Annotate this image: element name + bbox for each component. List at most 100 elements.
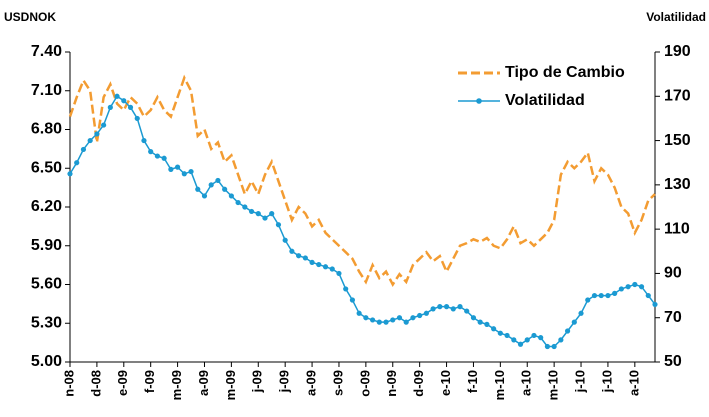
data-point bbox=[571, 319, 577, 325]
data-point bbox=[181, 171, 187, 177]
x-tick-label: f-10 bbox=[465, 370, 480, 393]
y2-tick-label: 50 bbox=[664, 353, 682, 370]
legend-label: Volatilidad bbox=[505, 92, 585, 109]
y-tick-label: 6.50 bbox=[31, 159, 62, 176]
data-point bbox=[168, 166, 174, 172]
data-point bbox=[376, 319, 382, 325]
y-tick-label: 6.20 bbox=[31, 198, 62, 215]
data-point bbox=[262, 215, 268, 221]
x-tick-label: m-09 bbox=[223, 370, 238, 400]
y2-tick-label: 150 bbox=[664, 132, 691, 149]
data-point bbox=[551, 343, 557, 350]
x-tick-label: e-09 bbox=[115, 370, 130, 396]
y-tick-label: 7.40 bbox=[31, 43, 62, 60]
data-point bbox=[464, 308, 470, 314]
data-point bbox=[437, 304, 443, 310]
data-point bbox=[564, 328, 571, 334]
data-point bbox=[275, 222, 282, 228]
data-point bbox=[121, 98, 127, 104]
data-point bbox=[585, 297, 591, 303]
data-point bbox=[443, 304, 450, 310]
data-point bbox=[222, 186, 228, 192]
data-point bbox=[148, 149, 154, 155]
data-point bbox=[302, 255, 308, 261]
data-point bbox=[201, 193, 208, 199]
y-tick-label: 7.10 bbox=[31, 82, 62, 99]
y2-tick-label: 70 bbox=[664, 309, 682, 326]
series-line bbox=[69, 95, 656, 348]
data-point bbox=[114, 93, 120, 99]
data-point bbox=[457, 304, 463, 310]
data-point bbox=[544, 343, 551, 350]
y-tick-label: 6.80 bbox=[31, 121, 62, 138]
y2-tick-label: 190 bbox=[664, 43, 691, 60]
data-point bbox=[524, 337, 530, 343]
data-point bbox=[484, 321, 490, 327]
data-point bbox=[363, 315, 369, 321]
data-point bbox=[470, 315, 477, 321]
data-point bbox=[511, 337, 517, 343]
data-point bbox=[269, 211, 275, 217]
x-tick-label: j-09 bbox=[250, 370, 265, 393]
data-point bbox=[154, 153, 161, 159]
y2-tick-label: 130 bbox=[664, 176, 691, 193]
y2-tick-label: 110 bbox=[664, 220, 690, 237]
data-point bbox=[383, 319, 389, 325]
data-point bbox=[87, 137, 93, 144]
data-point bbox=[591, 292, 598, 299]
x-tick-label: m-09 bbox=[169, 370, 184, 400]
data-point bbox=[329, 266, 335, 272]
data-point bbox=[289, 248, 295, 254]
y-tick-label: 5.30 bbox=[31, 314, 62, 331]
data-point bbox=[356, 310, 362, 316]
data-point bbox=[296, 253, 302, 259]
data-point bbox=[605, 292, 611, 299]
data-point bbox=[558, 337, 564, 343]
x-tick-label: m-10 bbox=[546, 370, 561, 400]
x-tick-label: m-10 bbox=[492, 370, 507, 400]
data-point bbox=[127, 104, 134, 110]
data-point bbox=[255, 211, 261, 217]
y-tick-label: 5.90 bbox=[31, 237, 62, 254]
data-point bbox=[625, 284, 631, 290]
data-point bbox=[316, 261, 322, 268]
y2-tick-label: 90 bbox=[664, 265, 682, 282]
data-point bbox=[235, 199, 241, 206]
data-point bbox=[208, 182, 214, 188]
y2-tick-label: 170 bbox=[664, 88, 691, 105]
data-point bbox=[497, 330, 503, 336]
data-point bbox=[67, 171, 73, 177]
data-point bbox=[322, 264, 329, 270]
y-axis-title: USDNOK bbox=[4, 10, 56, 24]
legend-marker bbox=[476, 98, 482, 104]
x-tick-label: j-09 bbox=[277, 370, 292, 393]
x-tick-label: a-09 bbox=[304, 370, 319, 396]
x-tick-label: a-10 bbox=[626, 370, 641, 396]
data-point bbox=[228, 193, 234, 199]
data-point bbox=[612, 290, 618, 296]
data-point bbox=[504, 332, 510, 339]
x-tick-label: s-09 bbox=[330, 370, 345, 396]
data-point bbox=[410, 315, 416, 321]
y-tick-label: 5.60 bbox=[31, 276, 62, 293]
x-tick-label: f-09 bbox=[142, 370, 157, 393]
data-point bbox=[417, 312, 423, 319]
data-point bbox=[423, 310, 429, 316]
data-point bbox=[242, 204, 248, 210]
data-point bbox=[652, 301, 658, 308]
data-point bbox=[248, 208, 255, 215]
data-point bbox=[638, 284, 645, 290]
x-tick-label: n-08 bbox=[61, 370, 76, 397]
data-point bbox=[390, 317, 396, 323]
legend-label: Tipo de Cambio bbox=[505, 64, 625, 81]
data-point bbox=[403, 319, 409, 325]
x-tick-label: j-10 bbox=[572, 370, 587, 393]
data-point bbox=[74, 160, 80, 166]
y2-axis-title: Volatilidad bbox=[646, 10, 706, 24]
data-point bbox=[598, 292, 604, 299]
x-tick-label: d-08 bbox=[88, 370, 103, 397]
x-tick-label: j-10 bbox=[599, 370, 614, 393]
y-tick-label: 5.00 bbox=[31, 353, 62, 370]
data-point bbox=[645, 292, 651, 299]
data-point bbox=[369, 317, 376, 323]
